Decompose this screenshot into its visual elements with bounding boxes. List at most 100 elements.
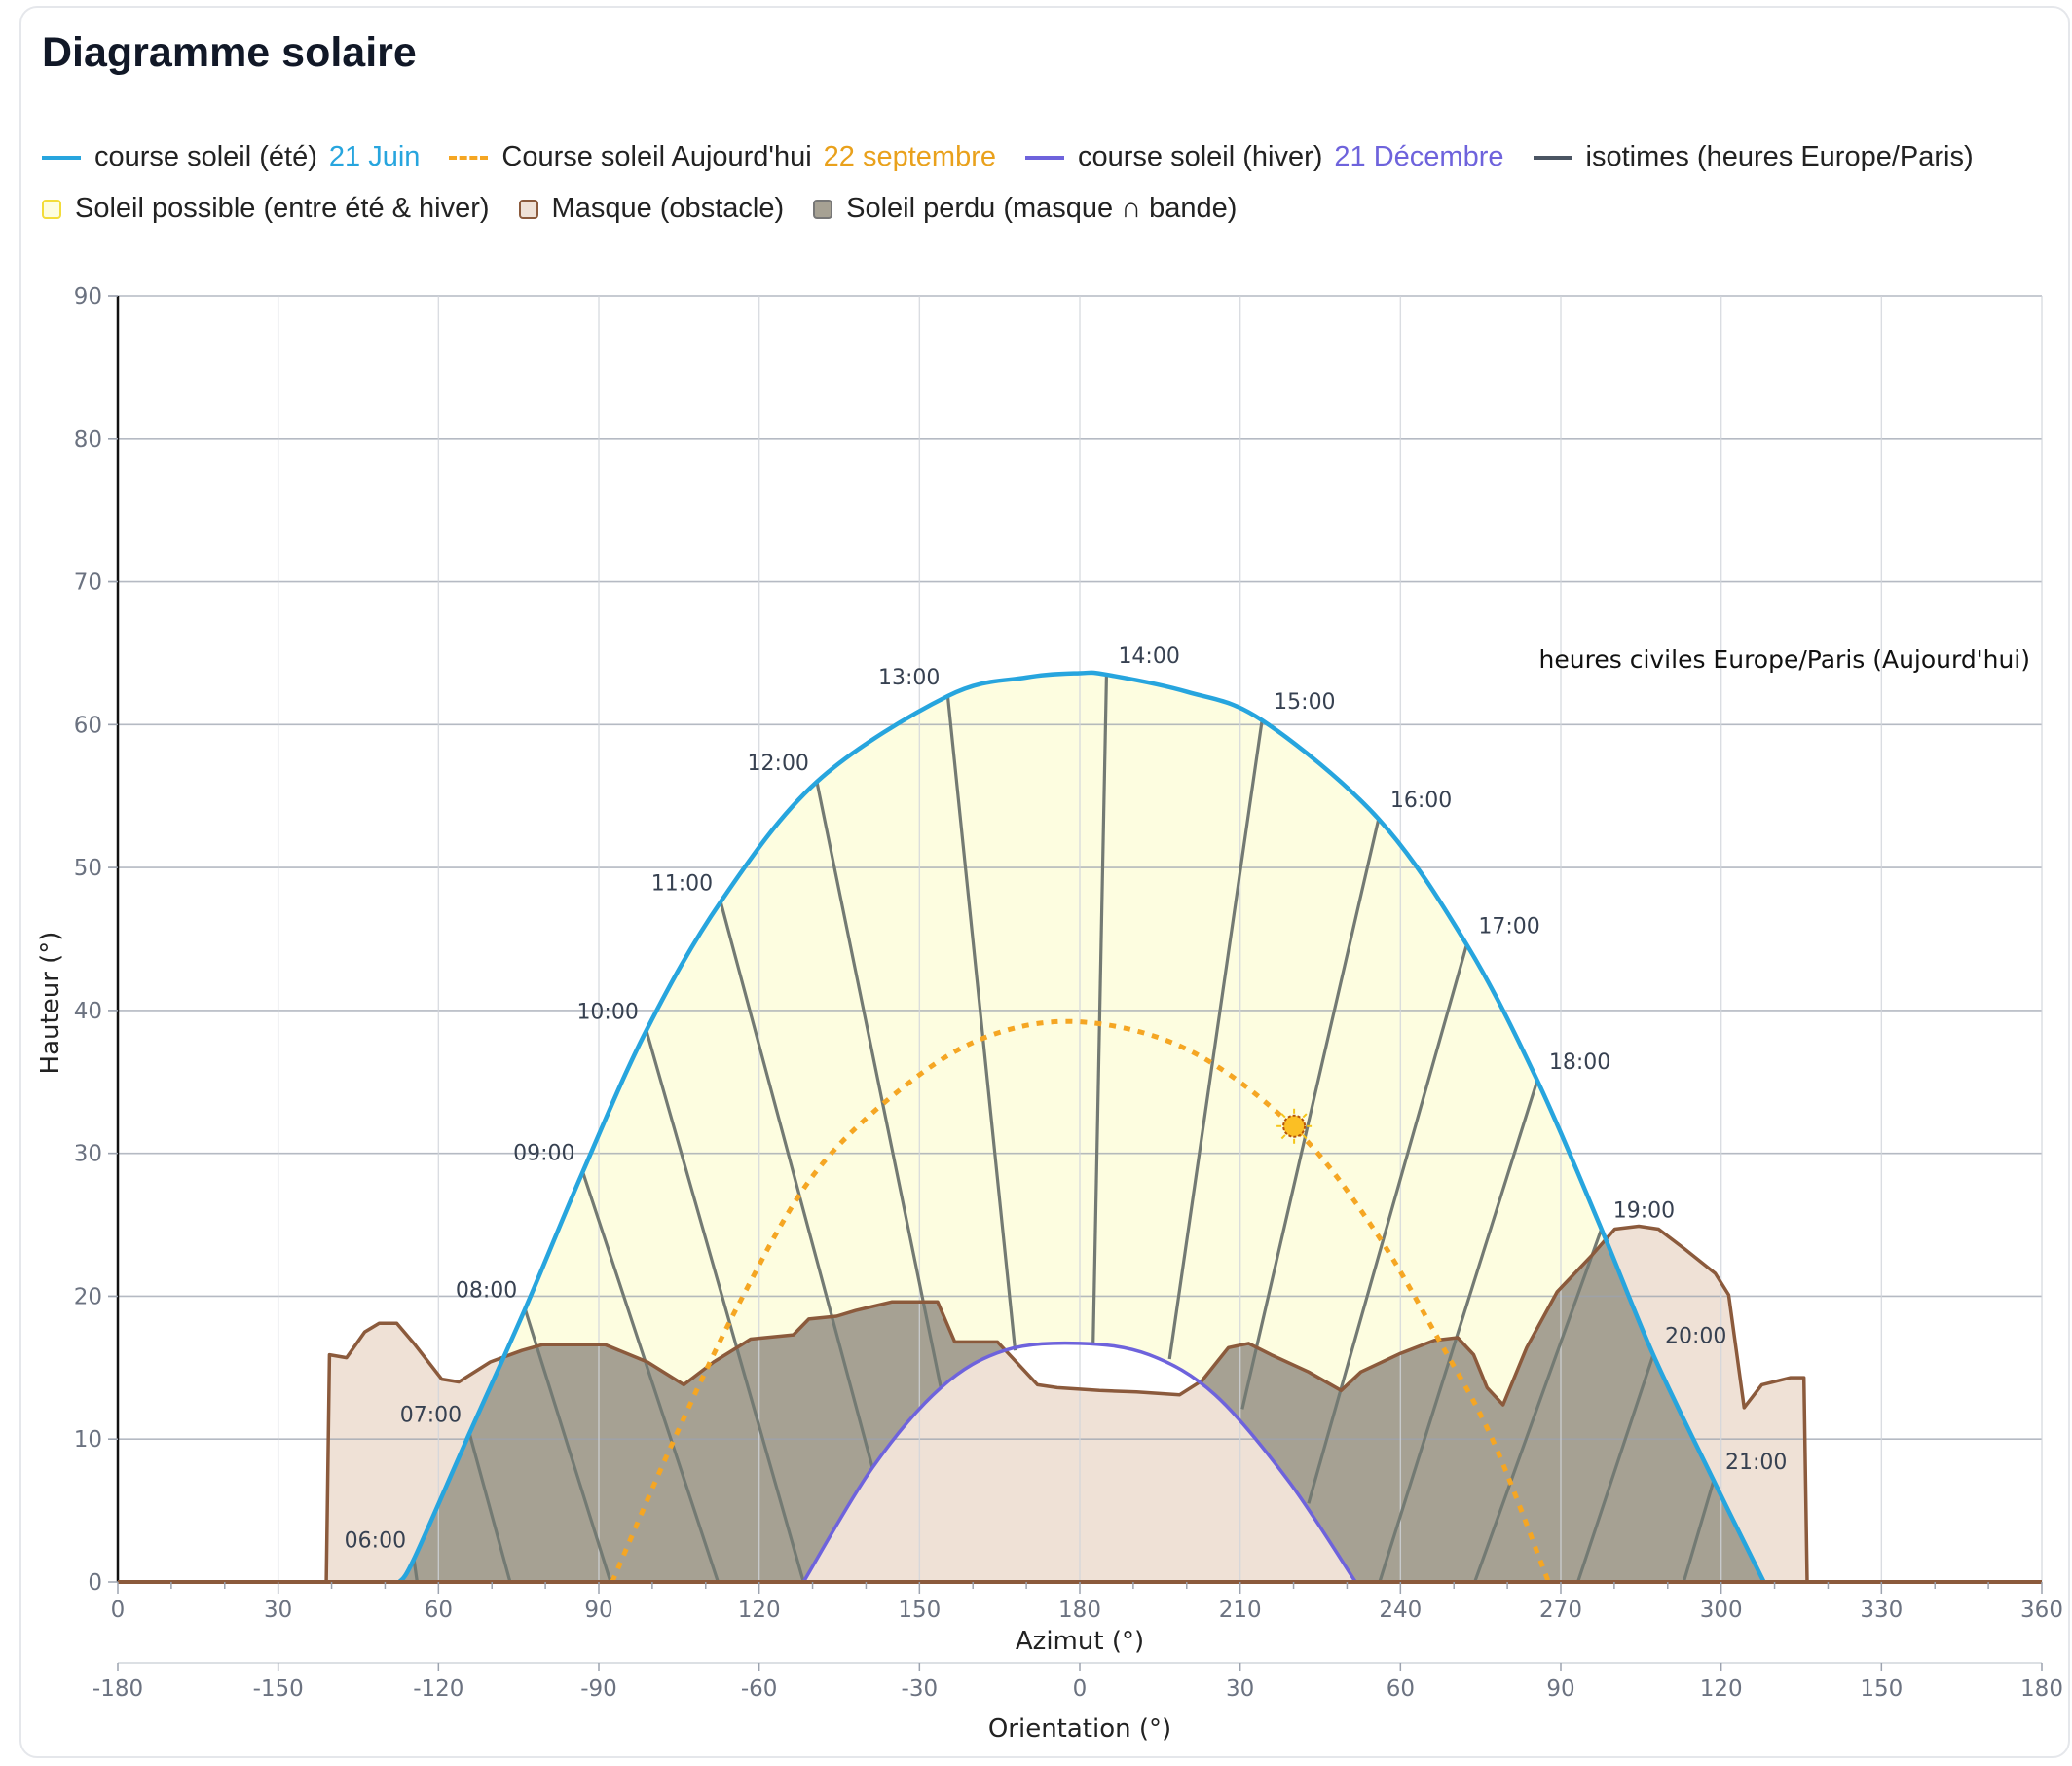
isotime-line — [1240, 818, 1381, 1410]
x2-tick-label: -120 — [413, 1676, 463, 1702]
y-axis-title: Hauteur (°) — [36, 932, 65, 1075]
isotime-label: 16:00 — [1390, 789, 1452, 813]
y-tick-label: 0 — [88, 1570, 102, 1596]
isotime-label: 10:00 — [576, 1000, 638, 1024]
y-tick-label: 30 — [74, 1142, 102, 1167]
x-tick-label: 120 — [738, 1598, 781, 1623]
x2-tick-label: -180 — [92, 1676, 143, 1702]
x-axis-title: Azimut (°) — [1016, 1627, 1144, 1656]
sun-ray — [1280, 1134, 1286, 1140]
legend-label: Soleil perdu (masque ∩ bande) — [846, 193, 1238, 224]
isotime-label: 13:00 — [878, 666, 940, 690]
isotime-label: 07:00 — [400, 1403, 462, 1427]
x2-tick-label: 30 — [1226, 1676, 1254, 1702]
mask-outline — [118, 1224, 2042, 1584]
legend-lost[interactable]: Soleil perdu (masque ∩ bande) — [813, 193, 1237, 225]
x-tick-label: 300 — [1700, 1598, 1743, 1623]
x-tick-label: 210 — [1219, 1598, 1262, 1623]
isotime-line — [815, 781, 943, 1388]
isotime-line — [1576, 1354, 1655, 1583]
legend-label: course soleil (été) — [94, 141, 317, 172]
x-tick-label: 60 — [425, 1598, 453, 1623]
y-tick-label: 40 — [74, 999, 102, 1024]
x2-tick-label: -60 — [741, 1676, 778, 1702]
sun-ray — [1280, 1113, 1286, 1119]
isotime-line — [581, 1171, 720, 1583]
isotime-line — [1378, 1080, 1539, 1583]
x-tick-label: 270 — [1539, 1598, 1582, 1623]
x2-tick-label: 0 — [1073, 1676, 1088, 1702]
isotime-line — [523, 1308, 612, 1583]
sun-marker — [1282, 1114, 1307, 1138]
isotime-label: 17:00 — [1478, 914, 1539, 938]
legend-date: 21 Décembre — [1334, 141, 1504, 172]
isotime-label: 14:00 — [1118, 644, 1179, 669]
isotime-label: 11:00 — [651, 871, 713, 896]
x2-tick-label: 90 — [1546, 1676, 1574, 1702]
y-tick-label: 60 — [74, 713, 102, 738]
x2-tick-label: 150 — [1860, 1676, 1903, 1702]
legend-label: Course soleil Aujourd'hui — [501, 141, 812, 172]
x2-tick-label: -30 — [902, 1676, 939, 1702]
x-tick-label: 0 — [111, 1598, 126, 1623]
current-sun-icon — [1276, 1108, 1313, 1144]
y-tick-label: 90 — [74, 284, 102, 310]
summer-sun-path — [397, 670, 1766, 1584]
legend-today[interactable]: Course soleil Aujourd'hui 22 septembre — [449, 141, 996, 173]
isotime-label: 20:00 — [1665, 1325, 1726, 1349]
legend-mask[interactable]: Masque (obstacle) — [518, 193, 784, 225]
summer-line-swatch — [42, 155, 81, 160]
x-tick-label: 90 — [584, 1598, 612, 1623]
chart-card — [19, 6, 2070, 1758]
x2-tick-label: -150 — [253, 1676, 304, 1702]
x2-tick-label: 120 — [1700, 1676, 1743, 1702]
x-tick-label: 30 — [264, 1598, 292, 1623]
isotime-line — [1167, 719, 1264, 1360]
y-tick-label: 50 — [74, 856, 102, 881]
today-dash-swatch — [449, 155, 489, 160]
sun-ray — [1302, 1113, 1308, 1119]
x-tick-label: 240 — [1379, 1598, 1422, 1623]
today-sun-path — [610, 1018, 1551, 1583]
legend-date: 22 septembre — [823, 141, 996, 172]
isotimes-annotation: heures civiles Europe/Paris (Aujourd'hui… — [1539, 645, 2030, 674]
lost-swatch — [813, 199, 833, 219]
legend-row-1: course soleil (été) 21 Juin Course solei… — [42, 141, 2003, 173]
legend-isotimes[interactable]: isotimes (heures Europe/Paris) — [1533, 141, 1974, 173]
isotime-line — [1473, 1228, 1604, 1583]
isotime-label: 15:00 — [1274, 690, 1335, 715]
legend-band[interactable]: Soleil possible (entre été & hiver) — [42, 193, 490, 225]
x2-tick-label: 180 — [2020, 1676, 2063, 1702]
y-tick-label: 70 — [74, 570, 102, 596]
isotime-line-swatch — [1533, 155, 1572, 160]
isotime-line — [467, 1432, 512, 1583]
legend-date: 21 Juin — [328, 141, 421, 172]
legend-label: isotimes (heures Europe/Paris) — [1585, 141, 1974, 172]
x2-tick-label: -90 — [580, 1676, 617, 1702]
x-tick-label: 150 — [898, 1598, 941, 1623]
legend-winter[interactable]: course soleil (hiver) 21 Décembre — [1025, 141, 1504, 173]
y-tick-label: 80 — [74, 427, 102, 453]
mask-swatch — [518, 199, 538, 219]
isotime-label: 19:00 — [1613, 1198, 1675, 1223]
isotime-label: 09:00 — [513, 1142, 574, 1166]
isotime-label: 12:00 — [748, 752, 809, 776]
x2-tick-label: 60 — [1387, 1676, 1415, 1702]
isotime-line — [945, 695, 1018, 1351]
legend-summer[interactable]: course soleil (été) 21 Juin — [42, 141, 420, 173]
isotime-line — [1307, 943, 1468, 1504]
x2-axis-title: Orientation (°) — [988, 1714, 1171, 1744]
isotime-label: 21:00 — [1725, 1451, 1787, 1475]
band-swatch — [42, 199, 61, 219]
isotime-label: 08:00 — [456, 1279, 517, 1304]
y-tick-label: 20 — [74, 1284, 102, 1309]
isotime-line — [645, 1029, 805, 1583]
x-tick-label: 360 — [2020, 1598, 2063, 1623]
legend-row-2: Soleil possible (entre été & hiver) Masq… — [42, 193, 1266, 225]
isotime-line — [1092, 674, 1109, 1343]
page-title: Diagramme solaire — [42, 29, 417, 76]
legend-label: Soleil possible (entre été & hiver) — [75, 193, 490, 224]
x-tick-label: 330 — [1860, 1598, 1903, 1623]
legend-label: course soleil (hiver) — [1078, 141, 1323, 172]
